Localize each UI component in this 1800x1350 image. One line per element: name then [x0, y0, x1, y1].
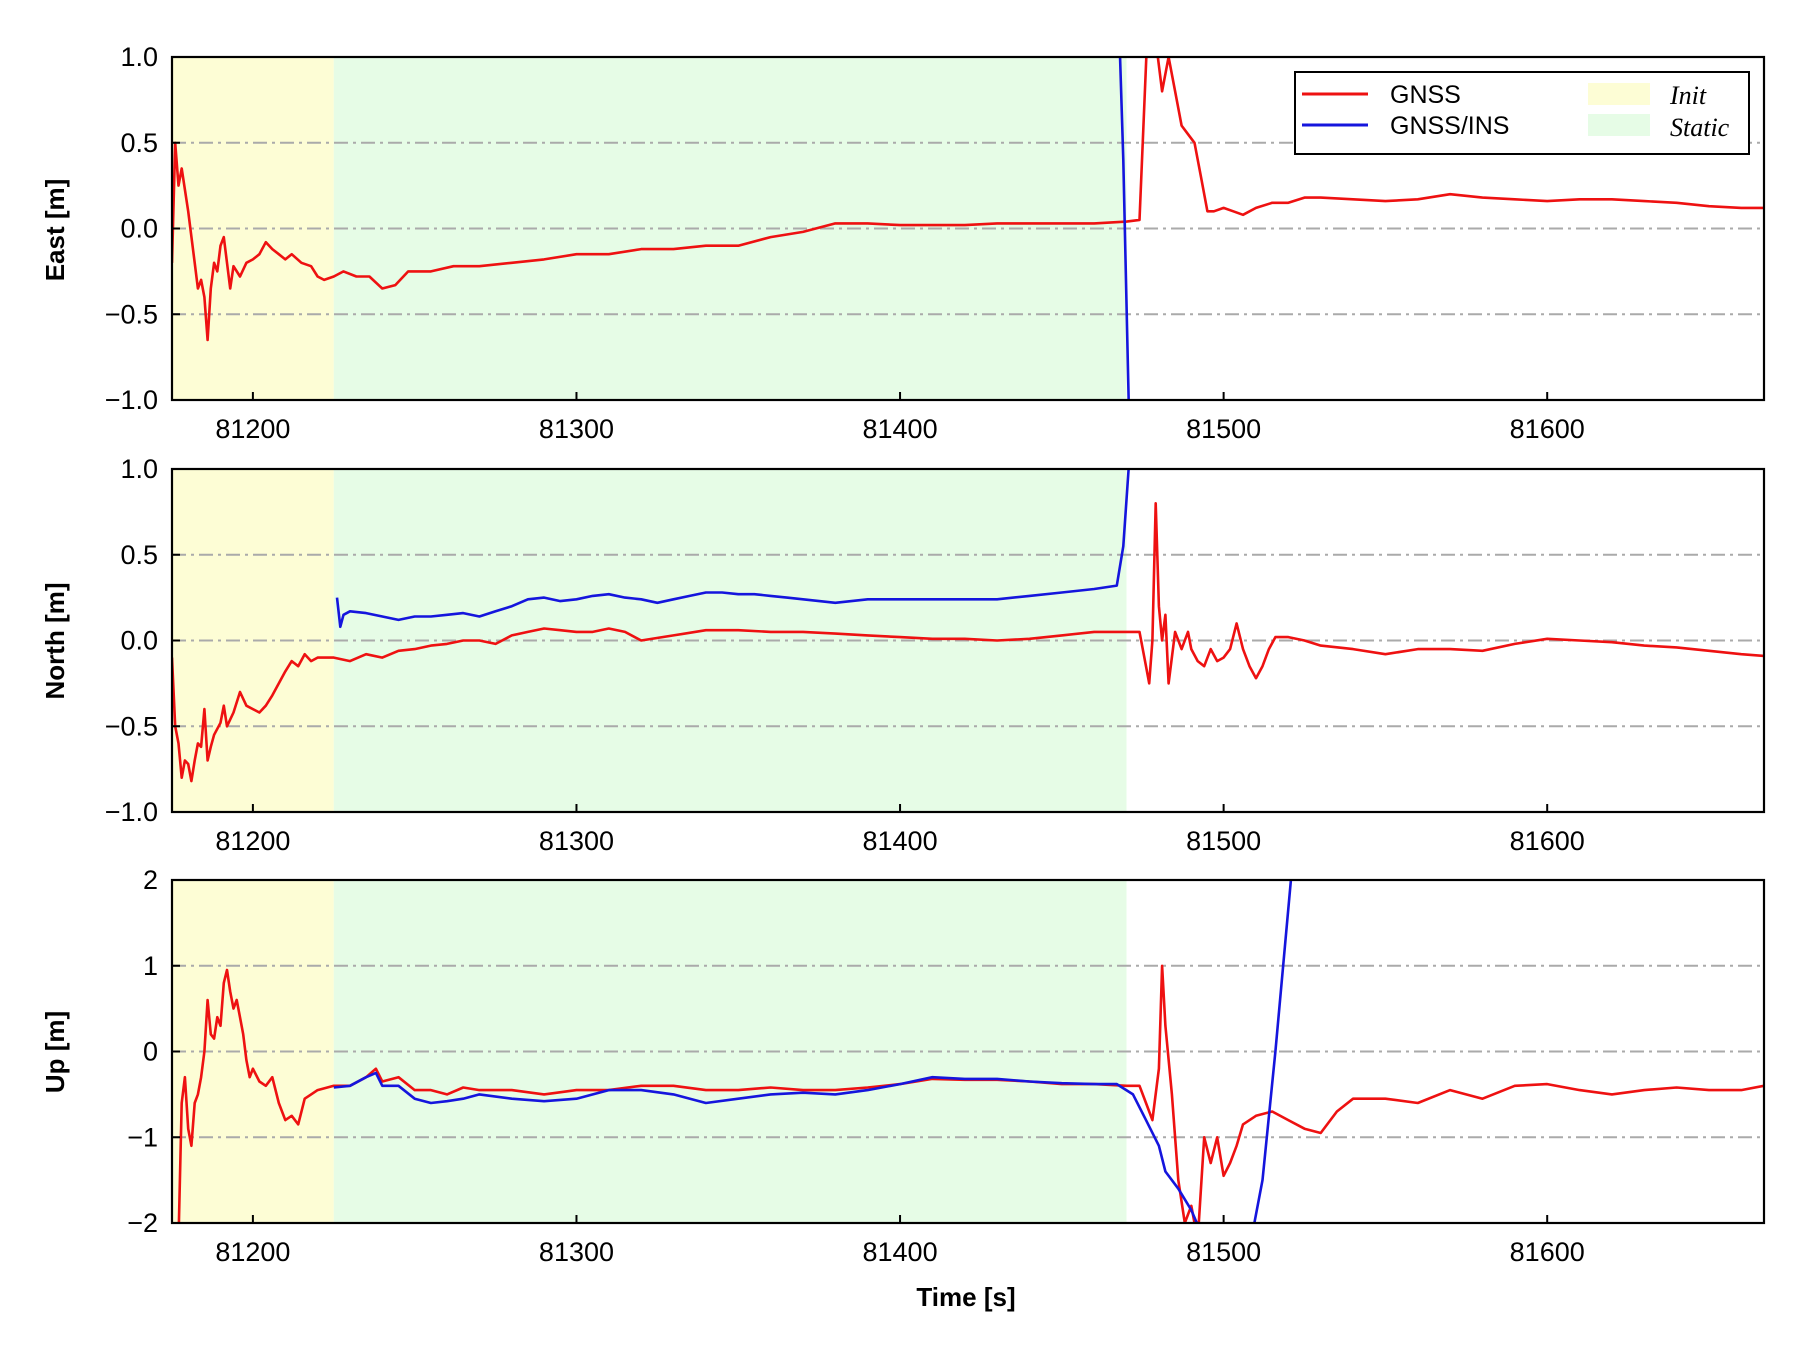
up-x-tick-label: 81300 [539, 1237, 614, 1267]
up-grid [172, 964, 1764, 1139]
legend-swatch-init [1588, 83, 1650, 105]
legend-box [1294, 71, 1750, 155]
north-y-tick-label: −1.0 [105, 797, 158, 827]
north-x-tick-label: 81400 [863, 826, 938, 856]
north-series-gnss [172, 502, 1764, 783]
up-x-tick-label: 81200 [215, 1237, 290, 1267]
up-x-tick-label: 81600 [1510, 1237, 1585, 1267]
up-y-axis-label: Up [m] [40, 1011, 70, 1093]
legend-label-static: Static [1670, 113, 1730, 142]
east-x-tick-label: 81400 [863, 414, 938, 444]
north-y-tick-label: 0.5 [120, 540, 158, 570]
north-y-tick-label: 1.0 [120, 454, 158, 484]
north-region-init [172, 469, 334, 812]
north-x-tick-label: 81600 [1510, 826, 1585, 856]
up-x-tick-label: 81400 [863, 1237, 938, 1267]
north-series [172, 469, 1764, 783]
legend-label-init: Init [1669, 81, 1707, 110]
north-x-tick-label: 81200 [215, 826, 290, 856]
east-x-ticks: 81200 81300 81400 81500 81600 [215, 392, 1585, 444]
north-x-tick-label: 81500 [1186, 826, 1261, 856]
north-y-axis-label: North [m] [40, 583, 70, 700]
north-panel: 81200 81300 81400 81500 81600 −1.0 −0.5 0.0 0.5… [40, 454, 1766, 856]
north-x-ticks: 81200 81300 81400 81500 81600 [215, 804, 1585, 856]
legend-label-gnss-ins: GNSS/INS [1390, 112, 1509, 140]
east-y-tick-label: 0.0 [120, 214, 158, 244]
east-series-gnss [172, 57, 1764, 342]
up-y-tick-label: −1 [127, 1122, 158, 1152]
east-y-tick-label: −0.5 [105, 299, 158, 329]
up-x-ticks: 81200 81300 81400 81500 81600 [215, 1215, 1585, 1267]
x-axis-label: Time [s] [916, 1282, 1015, 1312]
up-series-gnss-ins [333, 880, 1293, 1223]
east-x-tick-label: 81600 [1510, 414, 1585, 444]
north-grid [172, 553, 1764, 728]
east-x-tick-label: 81500 [1186, 414, 1261, 444]
north-x-tick-label: 81300 [539, 826, 614, 856]
east-panel: 81200 81300 81400 81500 81600 −1.0 −0.5 0.0 0.5… [40, 42, 1766, 444]
east-series-gnss-ins [1118, 57, 1130, 400]
up-y-tick-label: −2 [127, 1208, 158, 1238]
east-x-tick-label: 81300 [539, 414, 614, 444]
east-y-axis-label: East [m] [40, 179, 70, 282]
legend: GNSS GNSS/INS Init Static [1294, 71, 1750, 155]
up-y-tick-label: 1 [143, 951, 158, 981]
up-x-tick-label: 81500 [1186, 1237, 1261, 1267]
up-region-init [172, 880, 334, 1223]
up-panel: 81200 81300 81400 81500 81600 −2 −1 0 1 2 Up [m] [40, 865, 1766, 1267]
up-y-tick-label: 2 [143, 865, 158, 895]
up-y-ticks: −2 −1 0 1 2 [127, 865, 180, 1238]
east-y-tick-label: −1.0 [105, 385, 158, 415]
east-region-init [172, 57, 334, 400]
east-series [172, 57, 1764, 400]
north-y-tick-label: 0.0 [120, 626, 158, 656]
north-y-ticks: −1.0 −0.5 0.0 0.5 1.0 [105, 454, 180, 827]
north-y-tick-label: −0.5 [105, 711, 158, 741]
legend-swatch-static [1588, 114, 1650, 136]
up-series [177, 880, 1764, 1223]
legend-label-gnss: GNSS [1390, 81, 1461, 109]
east-y-tick-label: 0.5 [120, 128, 158, 158]
up-y-tick-label: 0 [143, 1037, 158, 1067]
east-y-ticks: −1.0 −0.5 0.0 0.5 1.0 [105, 42, 180, 415]
east-y-tick-label: 1.0 [120, 42, 158, 72]
east-x-tick-label: 81200 [215, 414, 290, 444]
north-series-gnss-ins [335, 469, 1130, 629]
up-series-gnss [177, 964, 1764, 1223]
